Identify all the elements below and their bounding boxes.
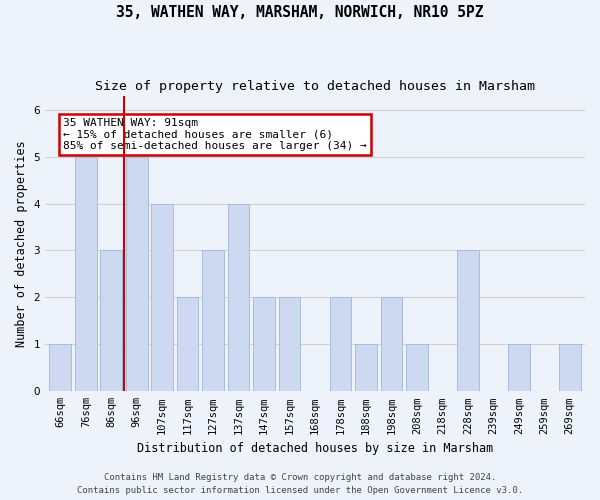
- Bar: [49, 344, 71, 392]
- Bar: [202, 250, 224, 392]
- Title: Size of property relative to detached houses in Marsham: Size of property relative to detached ho…: [95, 80, 535, 93]
- Bar: [151, 204, 173, 392]
- Bar: [559, 344, 581, 392]
- Text: Contains HM Land Registry data © Crown copyright and database right 2024.
Contai: Contains HM Land Registry data © Crown c…: [77, 474, 523, 495]
- Text: 35 WATHEN WAY: 91sqm
← 15% of detached houses are smaller (6)
85% of semi-detach: 35 WATHEN WAY: 91sqm ← 15% of detached h…: [63, 118, 367, 152]
- Bar: [126, 156, 148, 392]
- Bar: [228, 204, 250, 392]
- Bar: [253, 298, 275, 392]
- Bar: [279, 298, 301, 392]
- Bar: [177, 298, 199, 392]
- Bar: [508, 344, 530, 392]
- Y-axis label: Number of detached properties: Number of detached properties: [15, 140, 28, 346]
- Bar: [457, 250, 479, 392]
- Text: 35, WATHEN WAY, MARSHAM, NORWICH, NR10 5PZ: 35, WATHEN WAY, MARSHAM, NORWICH, NR10 5…: [116, 5, 484, 20]
- Bar: [75, 156, 97, 392]
- Bar: [100, 250, 122, 392]
- Bar: [406, 344, 428, 392]
- Bar: [329, 298, 352, 392]
- X-axis label: Distribution of detached houses by size in Marsham: Distribution of detached houses by size …: [137, 442, 493, 455]
- Bar: [355, 344, 377, 392]
- Bar: [380, 298, 402, 392]
